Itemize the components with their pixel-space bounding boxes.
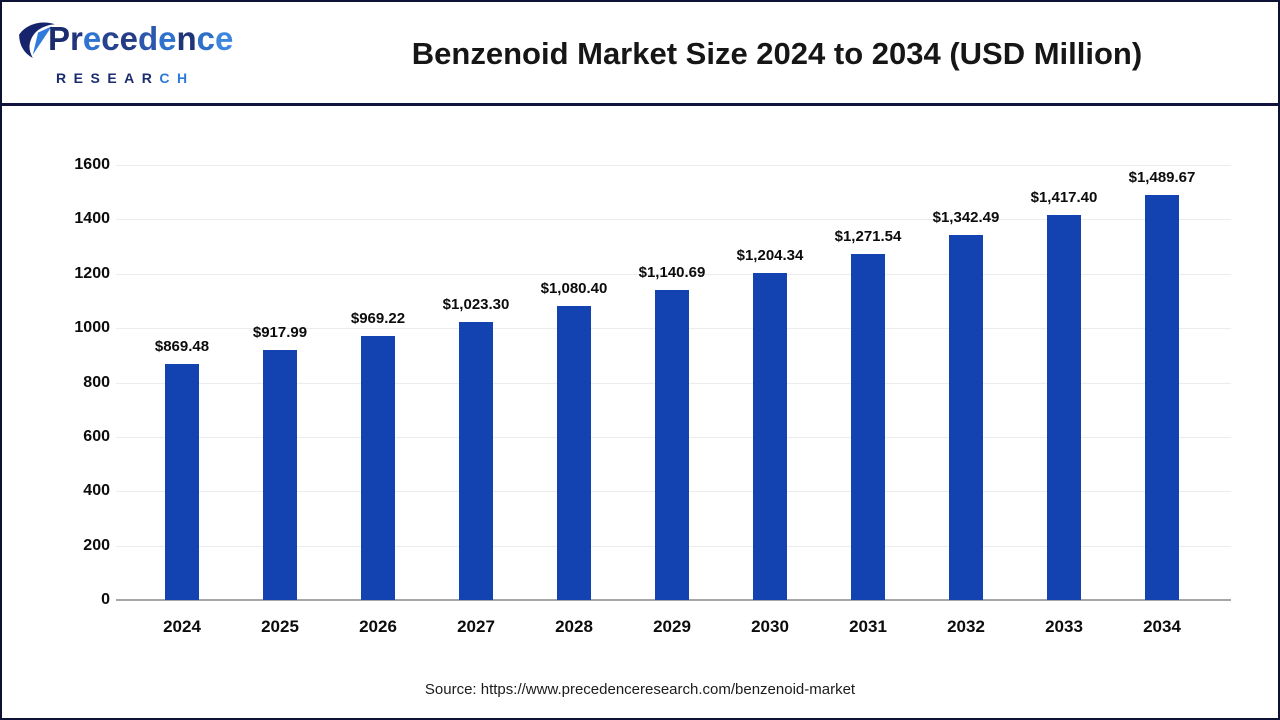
brand-letter: d xyxy=(137,20,159,57)
bar-2028 xyxy=(557,306,591,600)
bar-2034 xyxy=(1145,194,1179,600)
y-gridline xyxy=(116,165,1231,166)
paper-plane-logo-icon xyxy=(19,22,55,58)
bar-value-label: $1,140.69 xyxy=(638,263,706,281)
bar-2024 xyxy=(165,363,199,600)
y-axis-tick-label: 1400 xyxy=(74,210,110,228)
bar-value-label: $969.22 xyxy=(350,310,406,328)
subtitle-letter: R xyxy=(56,70,74,86)
bar-value-label: $1,417.40 xyxy=(1030,188,1098,206)
x-axis-tick-label: 2025 xyxy=(261,617,299,636)
subtitle-letter: E xyxy=(73,70,91,86)
bar-value-label: $869.48 xyxy=(154,337,210,355)
brand-letter: r xyxy=(70,20,83,57)
x-axis-tick-label: 2027 xyxy=(457,617,495,636)
bar-2026 xyxy=(361,336,395,600)
bar-value-label: $1,080.40 xyxy=(540,280,608,298)
brand-letter: c xyxy=(196,20,215,57)
subtitle-letter: S xyxy=(90,70,108,86)
chart-header: Precedence RESEARCH Benzenoid Market Siz… xyxy=(2,2,1278,106)
y-axis-tick-label: 800 xyxy=(83,373,110,391)
y-gridline xyxy=(116,219,1231,221)
x-axis-tick-label: 2028 xyxy=(555,617,593,636)
y-axis-tick-label: 200 xyxy=(83,536,110,554)
bar-2030 xyxy=(753,272,787,600)
bar-2033 xyxy=(1047,214,1081,600)
bar-2032 xyxy=(949,235,983,600)
y-gridline xyxy=(116,273,1231,275)
subtitle-letter: C xyxy=(159,70,178,86)
bar-value-label: $1,489.67 xyxy=(1128,168,1196,186)
bar-2025 xyxy=(263,350,297,600)
source-url-text: Source: https://www.precedenceresearch.c… xyxy=(424,681,856,698)
bar-value-label: $1,204.34 xyxy=(736,246,804,264)
logo-brand-text: Precedence xyxy=(48,20,233,58)
brand-letter: e xyxy=(82,20,102,57)
logo-subtitle-text: RESEARCH xyxy=(16,70,266,86)
bar-value-label: $1,342.49 xyxy=(932,209,1000,226)
y-axis-tick-label: 1000 xyxy=(74,319,110,337)
subtitle-letter: H xyxy=(177,70,195,86)
y-axis-tick-label: 1600 xyxy=(74,156,110,173)
x-axis-tick-label: 2026 xyxy=(359,617,397,636)
subtitle-letter: E xyxy=(107,70,125,86)
subtitle-letter: R xyxy=(141,70,160,86)
brand-letter: P xyxy=(48,20,71,57)
logo-brand-row: Precedence xyxy=(16,20,266,68)
x-axis-tick-label: 2032 xyxy=(947,617,985,636)
brand-letter: c xyxy=(101,20,120,57)
bar-2031 xyxy=(851,254,885,600)
brand-letter: e xyxy=(119,20,138,57)
bar-2029 xyxy=(655,289,689,600)
x-axis-tick-label: 2034 xyxy=(1143,617,1181,636)
precedence-research-logo: Precedence RESEARCH xyxy=(16,20,266,86)
brand-letter: e xyxy=(215,20,234,57)
brand-letter: e xyxy=(158,20,177,57)
subtitle-letter: A xyxy=(124,70,142,86)
x-axis-tick-label: 2030 xyxy=(751,617,789,636)
bar-2027 xyxy=(459,321,493,600)
y-axis-tick-label: 400 xyxy=(83,482,110,500)
x-axis-tick-label: 2031 xyxy=(849,617,887,636)
brand-letter: n xyxy=(176,20,197,57)
bar-value-label: $917.99 xyxy=(252,324,308,342)
x-axis-tick-label: 2033 xyxy=(1045,617,1083,636)
bar-value-label: $1,271.54 xyxy=(834,228,902,246)
x-axis-baseline xyxy=(116,599,1231,601)
chart-title: Benzenoid Market Size 2024 to 2034 (USD … xyxy=(411,36,1143,71)
bar-value-label: $1,023.30 xyxy=(442,295,510,313)
x-axis-tick-label: 2024 xyxy=(163,617,201,636)
y-axis-tick-label: 1200 xyxy=(74,264,110,282)
y-axis-tick-label: 600 xyxy=(83,427,110,445)
x-axis-tick-label: 2029 xyxy=(653,617,691,636)
y-axis-tick-label: 0 xyxy=(101,591,110,608)
